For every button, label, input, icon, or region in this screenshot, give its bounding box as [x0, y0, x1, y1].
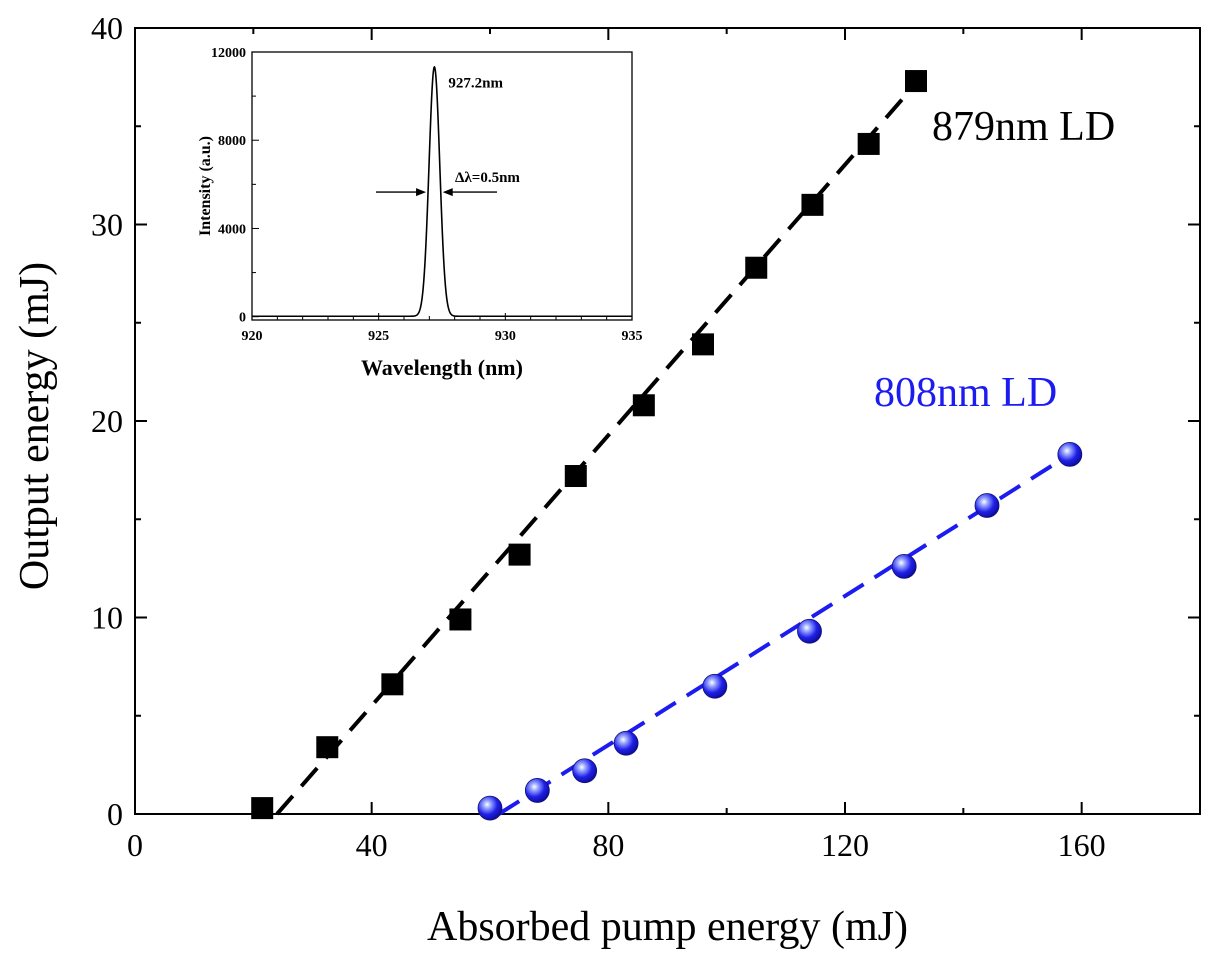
data-point-879nm	[251, 797, 274, 820]
data-point-879nm	[449, 608, 472, 631]
y-tick-label: 40	[91, 10, 123, 46]
data-point-808nm	[572, 758, 598, 784]
x-axis-label: Absorbed pump energy (mJ)	[427, 904, 908, 950]
linewidth-arrowhead-left	[416, 188, 427, 197]
data-point-879nm	[745, 256, 768, 279]
inset-x-tick-label: 935	[622, 329, 643, 344]
inset-y-tick-label: 4000	[218, 222, 246, 237]
y-tick-label: 20	[91, 403, 123, 439]
inset-y-axis-label: Intensity (a.u.)	[197, 136, 214, 236]
data-point-879nm	[801, 193, 824, 216]
y-tick-label: 0	[107, 796, 123, 832]
x-tick-label: 160	[1058, 827, 1106, 863]
data-point-879nm	[857, 132, 880, 155]
series-label-879nm: 879nm LD	[932, 104, 1115, 150]
x-tick-label: 120	[821, 827, 869, 863]
fit-line-808nm	[497, 452, 1071, 816]
x-tick-label: 40	[356, 827, 388, 863]
inset-x-tick-label: 930	[495, 329, 516, 344]
y-tick-label: 10	[91, 600, 123, 636]
x-tick-label: 80	[592, 827, 624, 863]
data-point-808nm	[613, 730, 639, 756]
series-label-808nm: 808nm LD	[874, 370, 1057, 416]
data-point-879nm	[692, 333, 714, 356]
main-plot: 0 40 80 120 160 0 10 20 30 40 Absorbed pump energy…	[12, 10, 1201, 950]
linewidth-arrowhead-right	[442, 188, 453, 197]
data-point-808nm	[797, 618, 822, 644]
linewidth-label: Δλ=0.5nm	[455, 170, 520, 186]
data-point-879nm	[381, 673, 404, 696]
inset-x-tick-label: 920	[242, 329, 263, 344]
data-point-808nm	[891, 554, 917, 579]
data-point-879nm	[508, 543, 531, 566]
x-tick-label: 0	[127, 827, 143, 863]
inset-x-axis-label: Wavelength (nm)	[361, 355, 523, 380]
inset-frame	[251, 51, 633, 321]
inset-plot: 920 925 930 935 0 4000 8000 12000 Wavelength (nm…	[197, 46, 643, 380]
spectrum-line	[252, 65, 632, 318]
data-point-808nm	[974, 493, 1000, 518]
data-point-879nm	[316, 736, 339, 759]
data-point-879nm	[564, 465, 587, 488]
data-point-879nm	[905, 70, 927, 93]
peak-wavelength-label: 927.2nm	[448, 75, 503, 91]
y-tick-label: 30	[91, 207, 123, 243]
data-point-808nm	[477, 795, 503, 821]
data-point-808nm	[524, 778, 550, 803]
inset-y-tick-label: 8000	[218, 134, 246, 149]
inset-x-tick-label: 925	[368, 329, 389, 344]
data-point-808nm	[1057, 442, 1083, 467]
inset-y-tick-label: 12000	[211, 46, 246, 61]
data-point-808nm	[702, 673, 728, 699]
y-axis-label: Output energy (mJ)	[12, 262, 58, 590]
data-point-879nm	[632, 394, 655, 417]
inset-y-tick-label: 0	[239, 311, 246, 326]
